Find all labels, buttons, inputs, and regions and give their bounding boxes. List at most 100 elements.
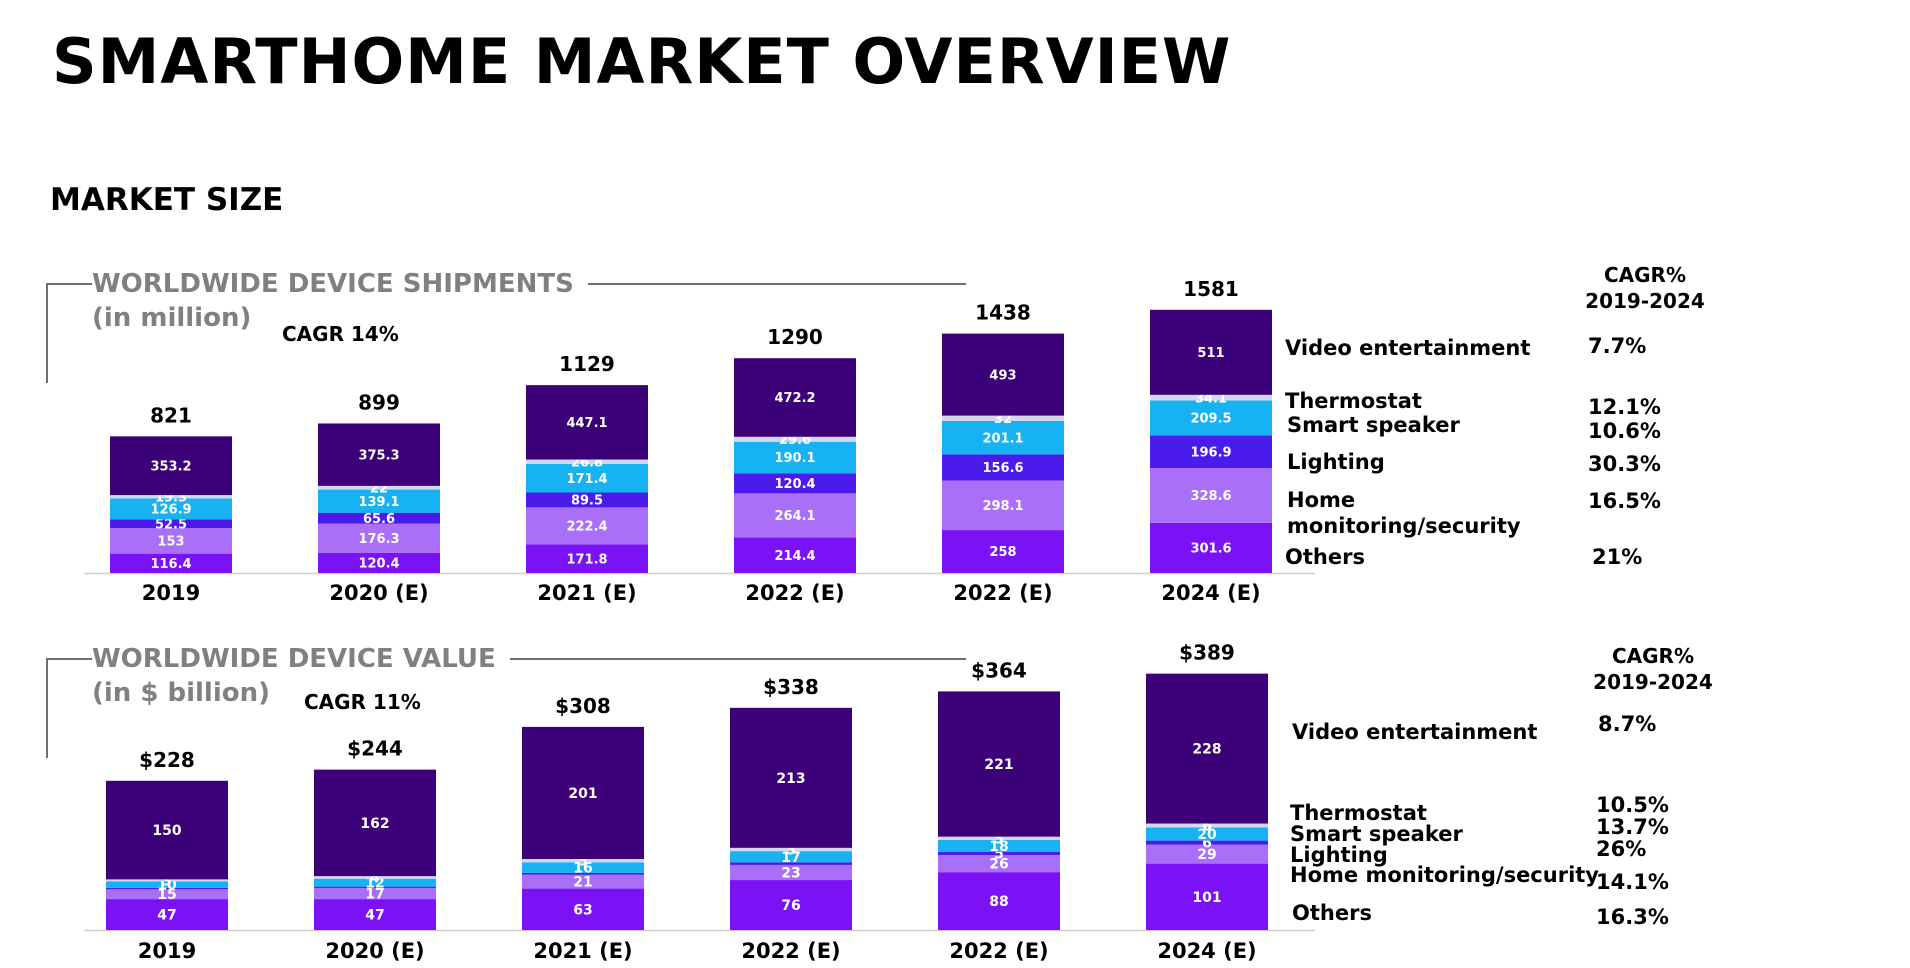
bar-segment-label: 6 (1202, 819, 1212, 835)
bar-segment (314, 878, 436, 887)
bar-segment-label: 472.2 (774, 391, 815, 406)
legend-cagr-value: 8.7% (1598, 712, 1657, 736)
bar-segment (526, 544, 648, 573)
bar-total-label: $228 (139, 748, 195, 772)
bar-segment-label: 298.1 (982, 499, 1023, 514)
panel-bracket-top (46, 283, 92, 285)
bar-segment (938, 691, 1060, 837)
legend-label: Smart speaker (1287, 413, 1460, 437)
bar-segment-label: 153 (157, 535, 184, 550)
bar-segment (734, 537, 856, 573)
bar-segment (1146, 840, 1268, 845)
bar-segment (522, 888, 644, 930)
bar-segment (318, 552, 440, 573)
bar-segment-label: 32 (994, 412, 1012, 427)
bar-segment-label: 221 (984, 757, 1013, 773)
bar-segment (314, 887, 436, 900)
panel-bracket-vertical (46, 658, 48, 758)
bar-segment-label: 222.4 (566, 520, 607, 535)
x-tick-label: 2022 (E) (745, 581, 844, 605)
bar-segment-label: 126.9 (150, 503, 191, 518)
legend-cagr-value: 16.5% (1588, 489, 1661, 513)
bar-segment-label: 5 (994, 846, 1004, 862)
section-title: MARKET SIZE (50, 182, 284, 218)
bar-segment (1150, 468, 1272, 523)
bar-segment-label: 353.2 (150, 459, 191, 474)
bar-segment-label: 5 (578, 854, 588, 870)
legend-cagr-value: 21% (1592, 545, 1643, 569)
bar-segment (1146, 863, 1268, 930)
x-tick-label: 2022 (E) (741, 939, 840, 963)
legend-label: Thermostat (1285, 389, 1422, 413)
bar-segment-label: 176.3 (358, 532, 399, 547)
bar-segment (318, 485, 440, 490)
legend-cagr-value: 12.1% (1588, 395, 1661, 419)
bar-total-label: 1438 (975, 301, 1031, 325)
panel-bracket-top (46, 658, 92, 660)
bar-segment-label: 214.4 (774, 549, 815, 564)
bar-segment (730, 864, 852, 881)
bar-segment (314, 876, 436, 879)
shipments-total-cagr: CAGR 14% (282, 322, 399, 346)
bar-segment-label: 171.4 (566, 472, 607, 487)
legend-cagr-value: 13.7% (1596, 815, 1669, 839)
bar-segment (734, 473, 856, 494)
legend-cagr-value: 30.3% (1588, 452, 1661, 476)
bar-segment (1146, 823, 1268, 828)
bar-segment-label: 258 (989, 545, 1016, 560)
bar-segment-label: 47 (157, 908, 176, 924)
legend-cagr-value: 7.7% (1588, 334, 1647, 358)
bar-segment (314, 769, 436, 877)
bar-segment (734, 358, 856, 437)
legend-label: Others (1285, 545, 1365, 569)
bar-segment-label: 22 (370, 481, 388, 496)
bar-segment (522, 862, 644, 873)
bar-segment (730, 851, 852, 863)
bar-segment-label: 5 (994, 831, 1004, 847)
panel-header-rule (92, 658, 966, 660)
bar-segment-label: 65.6 (363, 512, 395, 527)
bar-segment-label: 301.6 (1190, 542, 1231, 557)
legend-label: Thermostat (1290, 801, 1427, 825)
bar-segment (522, 874, 644, 889)
value-cagr-header: CAGR% 2019-2024 (1578, 643, 1728, 695)
bar-total-label: 1129 (559, 352, 615, 376)
legend-cagr-value: 10.6% (1588, 419, 1661, 443)
bar-segment (106, 899, 228, 930)
x-tick-label: 2024 (E) (1157, 939, 1256, 963)
value-panel-title: WORLDWIDE DEVICE VALUE (92, 643, 510, 675)
x-tick-label: 2019 (138, 939, 196, 963)
bar-total-label: 899 (358, 390, 400, 414)
bar-total-label: 1290 (767, 325, 823, 349)
x-tick-label: 2021 (E) (537, 581, 636, 605)
bar-segment (526, 507, 648, 545)
bar-segment (106, 879, 228, 882)
legend-label: Video entertainment (1292, 720, 1538, 744)
bar-segment (110, 495, 232, 499)
bar-segment (314, 886, 436, 888)
bar-segment-label: 511 (1197, 346, 1224, 361)
bar-segment-label: 162 (360, 816, 389, 832)
bar-segment-label: 5 (786, 843, 796, 859)
bar-segment-label: 17 (365, 887, 384, 903)
bar-segment-label: 116.4 (150, 557, 191, 572)
bar-segment-label: 52.5 (155, 517, 187, 532)
bar-total-label: 1581 (1183, 277, 1239, 301)
bar-segment (318, 489, 440, 513)
bar-segment (106, 889, 228, 900)
bar-segment-label: 20 (1197, 827, 1217, 843)
bar-segment (1150, 522, 1272, 573)
bar-segment-label: 16 (573, 861, 592, 877)
x-tick-label: 2020 (E) (325, 939, 424, 963)
x-tick-label: 2024 (E) (1161, 581, 1260, 605)
bar-segment (730, 847, 852, 852)
bar-segment (1146, 827, 1268, 841)
bar-total-label: $389 (1179, 641, 1235, 665)
bar-segment (106, 887, 228, 890)
bar-segment (318, 523, 440, 553)
bar-segment-label: 139.1 (358, 495, 399, 510)
legend-label: Home monitoring/security (1290, 863, 1599, 887)
bar-segment-label: 3 (162, 873, 172, 889)
bar-segment-label: 10 (157, 878, 177, 894)
bar-total-label: $308 (555, 694, 611, 718)
